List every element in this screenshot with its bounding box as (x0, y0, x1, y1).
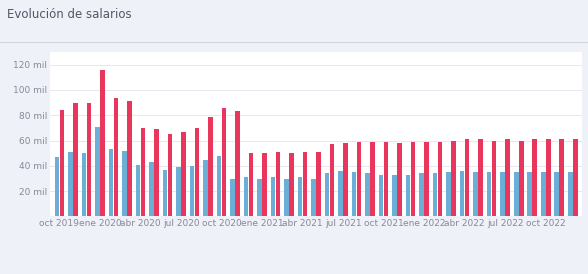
Bar (406, 175, 410, 216)
Bar (113, 98, 118, 216)
Bar (249, 153, 253, 216)
Bar (316, 152, 321, 216)
Bar (478, 139, 483, 216)
Bar (573, 139, 577, 216)
Bar (243, 177, 248, 216)
Bar (325, 173, 329, 216)
Bar (446, 172, 451, 216)
Bar (136, 165, 141, 216)
Bar (487, 172, 492, 216)
Bar (411, 142, 416, 216)
Bar (73, 103, 78, 216)
Bar (86, 103, 91, 216)
Bar (276, 152, 280, 216)
Bar (289, 153, 294, 216)
Bar (203, 159, 208, 216)
Bar (492, 141, 496, 216)
Bar (216, 156, 221, 216)
Bar (437, 142, 442, 216)
Bar (270, 177, 275, 216)
Bar (357, 142, 362, 216)
Bar (262, 153, 267, 216)
Bar (352, 172, 356, 216)
Bar (419, 173, 424, 216)
Bar (424, 142, 429, 216)
Bar (109, 149, 113, 216)
Bar (338, 171, 343, 216)
Bar (154, 129, 159, 216)
Bar (303, 152, 308, 216)
Bar (141, 128, 145, 216)
Bar (163, 170, 168, 216)
Bar (473, 172, 478, 216)
Bar (235, 112, 240, 216)
Bar (149, 162, 154, 216)
Bar (392, 175, 397, 216)
Bar (541, 172, 546, 216)
Bar (311, 179, 316, 216)
Bar (222, 108, 226, 216)
Bar (527, 172, 532, 216)
Bar (384, 142, 389, 216)
Bar (95, 127, 100, 216)
Bar (330, 144, 335, 216)
Bar (100, 70, 105, 216)
Bar (59, 110, 64, 216)
Bar (460, 171, 465, 216)
Text: Evolución de salarios: Evolución de salarios (7, 8, 132, 21)
Bar (68, 152, 73, 216)
Bar (559, 139, 564, 216)
Bar (257, 179, 262, 216)
Bar (546, 139, 550, 216)
Bar (82, 153, 86, 216)
Bar (514, 172, 519, 216)
Bar (554, 172, 559, 216)
Bar (451, 141, 456, 216)
Bar (208, 116, 213, 216)
Bar (365, 173, 370, 216)
Bar (298, 177, 302, 216)
Bar (505, 139, 510, 216)
Bar (397, 143, 402, 216)
Bar (370, 142, 375, 216)
Bar (122, 151, 127, 216)
Bar (190, 166, 195, 216)
Bar (379, 175, 383, 216)
Bar (195, 128, 199, 216)
Bar (519, 141, 523, 216)
Bar (465, 139, 469, 216)
Bar (568, 172, 573, 216)
Bar (500, 172, 505, 216)
Bar (230, 179, 235, 216)
Bar (176, 167, 181, 216)
Bar (532, 139, 537, 216)
Bar (343, 143, 348, 216)
Bar (168, 134, 172, 216)
Bar (433, 173, 437, 216)
Bar (55, 157, 59, 216)
Bar (284, 179, 289, 216)
Bar (127, 101, 132, 216)
Bar (181, 132, 186, 216)
